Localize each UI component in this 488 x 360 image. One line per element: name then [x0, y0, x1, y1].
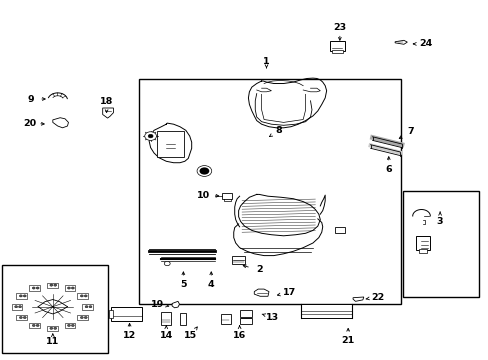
- Text: 7: 7: [407, 127, 413, 136]
- Text: 14: 14: [159, 331, 173, 340]
- Polygon shape: [102, 108, 113, 118]
- Bar: [403, 191, 478, 297]
- Bar: [17, 315, 27, 320]
- Text: 19: 19: [150, 300, 164, 309]
- Polygon shape: [172, 301, 179, 308]
- Bar: [47, 283, 58, 288]
- Text: 11: 11: [46, 337, 60, 346]
- Text: 5: 5: [180, 280, 186, 289]
- Circle shape: [67, 324, 70, 327]
- Bar: [12, 304, 22, 310]
- Bar: [221, 314, 230, 324]
- Bar: [415, 236, 429, 250]
- Bar: [17, 293, 27, 299]
- Circle shape: [71, 324, 74, 327]
- Text: 12: 12: [122, 331, 136, 340]
- Text: 4: 4: [207, 280, 214, 289]
- Bar: [82, 304, 93, 310]
- Circle shape: [36, 324, 39, 327]
- Circle shape: [84, 295, 87, 297]
- Circle shape: [50, 284, 53, 286]
- Bar: [329, 41, 344, 51]
- Circle shape: [85, 306, 88, 308]
- Circle shape: [71, 287, 74, 289]
- Bar: [108, 310, 113, 318]
- Bar: [77, 293, 88, 299]
- Bar: [64, 285, 75, 291]
- Circle shape: [148, 134, 153, 138]
- Circle shape: [67, 287, 70, 289]
- Text: 22: 22: [370, 292, 384, 302]
- Circle shape: [54, 284, 57, 286]
- Polygon shape: [254, 289, 268, 296]
- Circle shape: [84, 316, 87, 319]
- Circle shape: [197, 166, 211, 176]
- Text: 9: 9: [27, 94, 34, 104]
- Circle shape: [19, 306, 21, 308]
- Circle shape: [80, 295, 83, 297]
- Text: 24: 24: [418, 40, 431, 49]
- Bar: [239, 318, 251, 324]
- Circle shape: [50, 327, 53, 329]
- Text: 23: 23: [333, 22, 346, 31]
- Text: 15: 15: [184, 331, 197, 340]
- Circle shape: [36, 287, 39, 289]
- Circle shape: [144, 132, 156, 140]
- Bar: [418, 249, 426, 253]
- Text: 21: 21: [341, 336, 354, 345]
- Text: 1: 1: [263, 57, 269, 66]
- Bar: [239, 310, 251, 317]
- Bar: [334, 227, 344, 233]
- Circle shape: [199, 167, 209, 175]
- Circle shape: [80, 316, 83, 319]
- Circle shape: [164, 261, 170, 266]
- Bar: [157, 131, 184, 157]
- Circle shape: [20, 295, 22, 297]
- Circle shape: [23, 316, 26, 319]
- Bar: [161, 312, 171, 325]
- Bar: [222, 193, 232, 199]
- Text: 2: 2: [255, 266, 262, 274]
- Polygon shape: [352, 297, 363, 301]
- Bar: [139, 79, 400, 304]
- Circle shape: [89, 306, 92, 308]
- Text: 18: 18: [100, 97, 113, 106]
- Bar: [77, 315, 88, 320]
- Circle shape: [20, 316, 22, 319]
- Circle shape: [32, 324, 35, 327]
- Text: 8: 8: [275, 126, 282, 135]
- Bar: [29, 285, 40, 291]
- Circle shape: [32, 287, 35, 289]
- Bar: [300, 304, 351, 318]
- Circle shape: [199, 167, 209, 175]
- Text: 3: 3: [436, 217, 443, 226]
- Bar: [180, 313, 185, 325]
- Text: 13: 13: [266, 313, 279, 322]
- Circle shape: [23, 295, 26, 297]
- Text: 6: 6: [385, 165, 391, 174]
- Circle shape: [15, 306, 18, 308]
- Bar: [2, 265, 107, 353]
- Polygon shape: [394, 40, 407, 44]
- Text: 16: 16: [232, 331, 246, 340]
- Bar: [29, 323, 40, 328]
- Text: 10: 10: [197, 191, 210, 199]
- Bar: [64, 323, 75, 328]
- Bar: [331, 50, 343, 53]
- Bar: [111, 307, 142, 321]
- Circle shape: [54, 327, 57, 329]
- Polygon shape: [53, 118, 68, 128]
- Text: 20: 20: [23, 118, 36, 127]
- Bar: [231, 256, 245, 264]
- Text: 17: 17: [283, 288, 296, 297]
- Bar: [47, 326, 58, 331]
